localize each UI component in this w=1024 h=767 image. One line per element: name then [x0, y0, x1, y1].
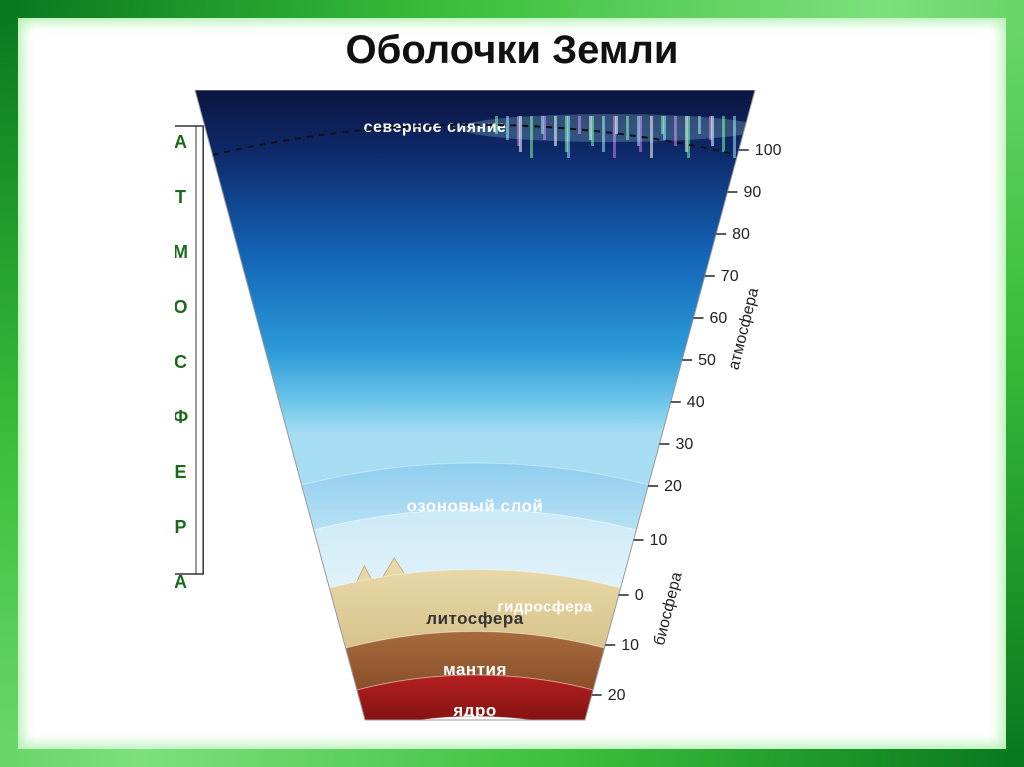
svg-text:литосфера: литосфера — [426, 609, 523, 628]
svg-text:С: С — [175, 352, 190, 372]
svg-text:60: 60 — [709, 310, 727, 327]
page-title: Оболочки Земли — [0, 28, 1024, 73]
svg-text:10: 10 — [621, 637, 639, 654]
svg-text:мантия: мантия — [443, 660, 507, 679]
diagram-stage: северное сияниеозоновый слойгидросферали… — [175, 90, 865, 740]
svg-text:Т: Т — [175, 187, 189, 207]
svg-text:80: 80 — [732, 226, 750, 243]
svg-text:20: 20 — [608, 687, 626, 704]
svg-text:М: М — [175, 242, 191, 262]
svg-text:северное сияние: северное сияние — [364, 119, 507, 136]
svg-text:40: 40 — [687, 394, 705, 411]
svg-text:ядро: ядро — [452, 701, 496, 720]
svg-text:10: 10 — [650, 532, 668, 549]
title-text: Оболочки Земли — [346, 28, 679, 72]
svg-text:0: 0 — [635, 587, 644, 604]
earth-layers-diagram: северное сияниеозоновый слойгидросферали… — [175, 90, 865, 740]
svg-text:А: А — [175, 572, 190, 592]
svg-text:А: А — [175, 132, 190, 152]
svg-text:70: 70 — [721, 268, 739, 285]
svg-text:90: 90 — [743, 184, 761, 201]
svg-text:О: О — [175, 297, 191, 317]
svg-text:50: 50 — [698, 352, 716, 369]
svg-text:биосфера: биосфера — [651, 570, 686, 647]
svg-text:100: 100 — [755, 142, 782, 159]
svg-text:Е: Е — [175, 462, 190, 482]
svg-text:30: 30 — [675, 436, 693, 453]
svg-text:атмосфера: атмосфера — [726, 286, 763, 371]
svg-text:Ф: Ф — [175, 407, 191, 427]
svg-text:20: 20 — [664, 478, 682, 495]
svg-text:озоновый слой: озоновый слой — [407, 497, 544, 516]
svg-text:Р: Р — [175, 517, 190, 537]
